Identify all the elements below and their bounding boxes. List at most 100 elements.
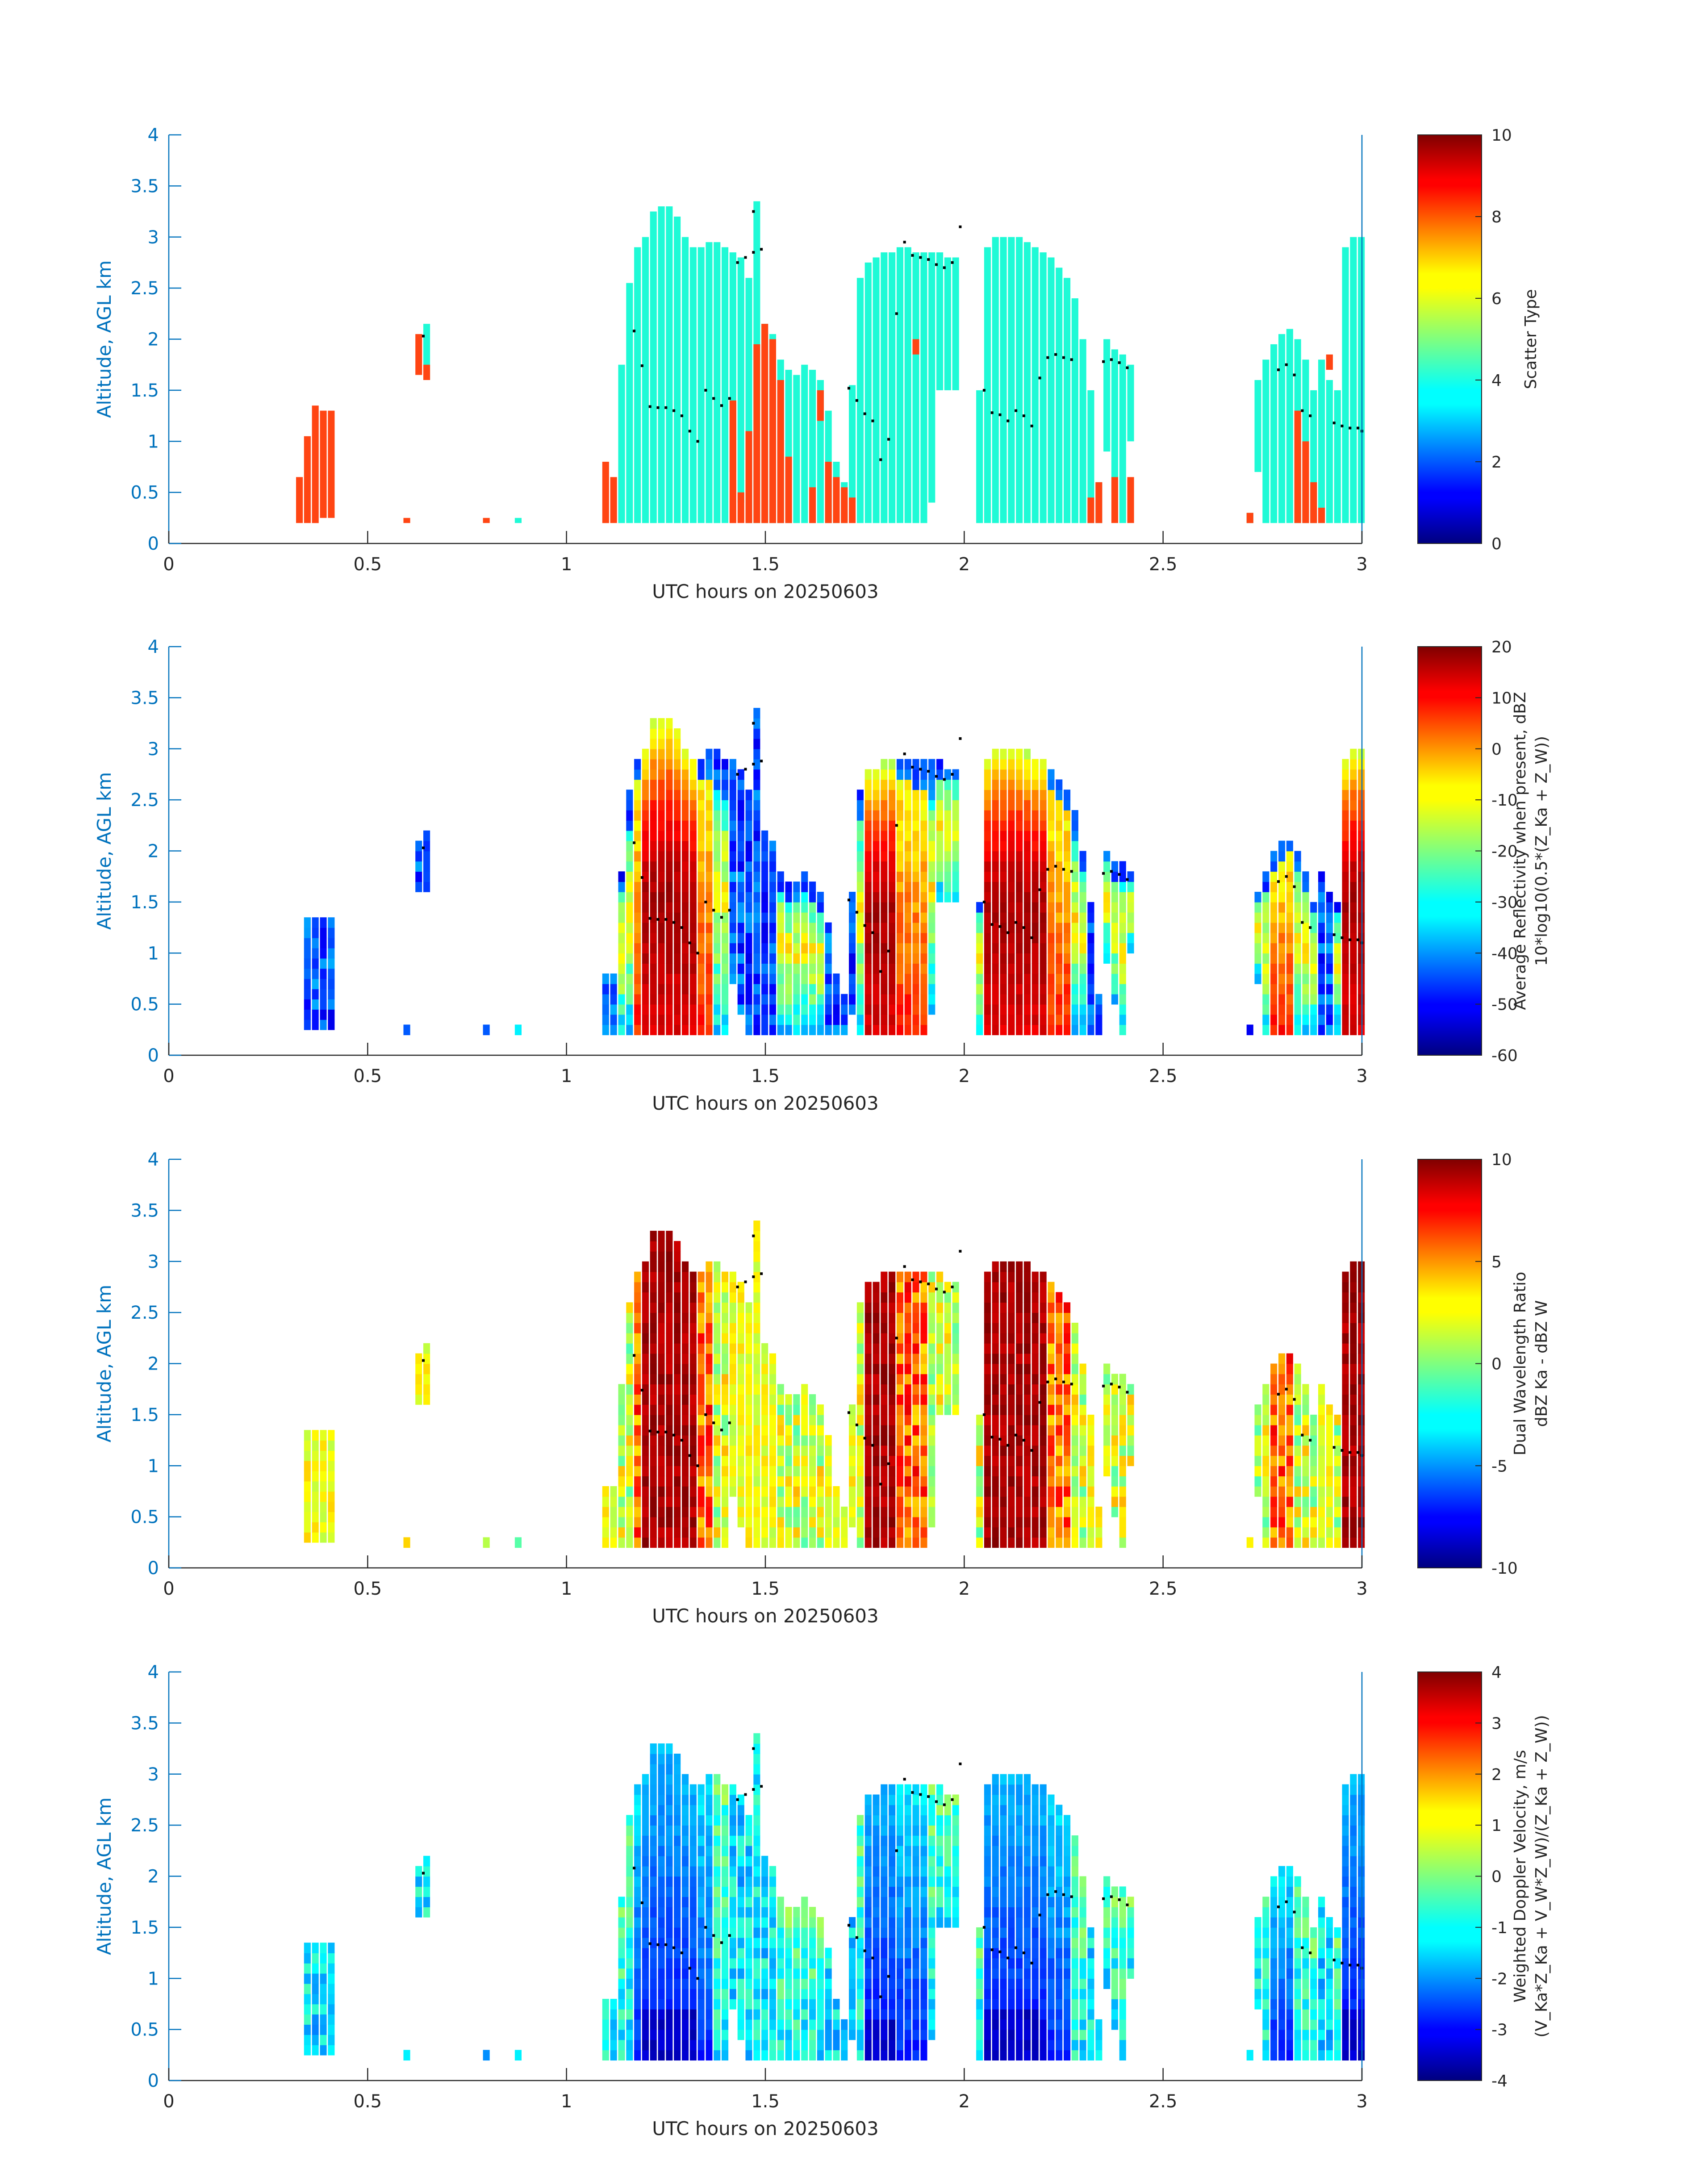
- echo-cell: [1302, 1506, 1309, 1517]
- cloud-top-dot: [1332, 422, 1336, 425]
- echo-cell: [328, 958, 335, 969]
- echo-cell: [1254, 1435, 1261, 1446]
- echo-cell: [1350, 1271, 1357, 1283]
- echo-cell: [689, 1968, 697, 1979]
- echo-cell: [864, 1292, 872, 1303]
- echo-cell: [1000, 1774, 1007, 1785]
- echo-cell: [642, 1435, 649, 1446]
- echo-cell: [737, 1866, 744, 1877]
- echo-cell: [1000, 1958, 1007, 1969]
- echo-cell: [992, 1374, 999, 1385]
- cloud-top-dot: [648, 1429, 651, 1433]
- echo-cell: [873, 790, 880, 800]
- echo-cell: [1064, 800, 1071, 811]
- echo-cell: [697, 1292, 705, 1303]
- echo-cell: [642, 2039, 649, 2051]
- echo-cell: [873, 1282, 880, 1293]
- echo-cell: [682, 2029, 689, 2040]
- echo-cell: [674, 1455, 681, 1467]
- echo-cell: [312, 1430, 319, 1441]
- echo-cell: [642, 1876, 649, 1887]
- echo-cell: [1262, 1404, 1270, 1415]
- echo-cell: [729, 840, 736, 852]
- echo-cell: [1334, 912, 1341, 923]
- echo-cell: [920, 1333, 927, 1344]
- echo-cell: [936, 851, 944, 862]
- echo-cell: [618, 1897, 625, 1907]
- echo-cell: [626, 810, 633, 821]
- echo-cell: [1016, 1394, 1023, 1405]
- echo-cell: [602, 1537, 609, 1548]
- echo-cell: [304, 1440, 311, 1451]
- colorbar-tick-label: 10: [1491, 126, 1512, 145]
- echo-cell: [992, 748, 999, 760]
- echo-cell: [849, 953, 856, 964]
- echo-cell: [769, 932, 776, 944]
- echo-cell: [634, 1825, 641, 1836]
- echo-cell: [904, 769, 911, 780]
- echo-cell: [753, 800, 760, 811]
- echo-cell: [666, 738, 673, 749]
- echo-cell: [912, 2009, 919, 2020]
- echo-cell: [634, 1384, 641, 1395]
- echo-cell: [992, 790, 999, 800]
- echo-cell: [714, 1958, 721, 1969]
- echo-cell: [642, 1927, 649, 1938]
- echo-cell: [1008, 1302, 1015, 1313]
- echo-cell: [1111, 861, 1118, 872]
- echo-cell: [896, 1384, 903, 1395]
- echo-cell: [1302, 983, 1309, 994]
- echo-cell: [849, 1414, 856, 1425]
- echo-cell: [658, 1989, 665, 1999]
- echo-cell: [1095, 1527, 1102, 1538]
- echo-cell: [753, 932, 760, 944]
- echo-cell: [737, 1445, 744, 1456]
- echo-cell: [626, 1907, 633, 1918]
- echo-cell: [889, 1845, 896, 1856]
- cloud-top-dot: [982, 1413, 986, 1416]
- echo-cell: [745, 1312, 752, 1323]
- echo-cell: [1318, 932, 1325, 944]
- echo-cell: [1334, 1414, 1341, 1425]
- echo-cell: [761, 1343, 768, 1354]
- echo-cell: [697, 830, 705, 841]
- echo-cell: [904, 1004, 911, 1015]
- echo-cell: [706, 748, 713, 760]
- y-tick-label: 0: [148, 1558, 159, 1579]
- echo-cell: [674, 1937, 681, 1948]
- echo-cell: [722, 1999, 729, 2010]
- echo-cell: [697, 2029, 705, 2040]
- echo-cell: [650, 1333, 657, 1344]
- echo-cell: [761, 892, 768, 903]
- echo-cell: [1000, 800, 1007, 811]
- echo-cell: [634, 922, 641, 933]
- echo-cell: [904, 1404, 911, 1415]
- echo-cell: [896, 1866, 903, 1877]
- echo-cell: [1056, 1506, 1063, 1517]
- echo-cell: [312, 989, 319, 999]
- echo-cell: [666, 1455, 673, 1467]
- echo-cell: [706, 983, 713, 994]
- echo-cell: [928, 1835, 935, 1846]
- echo-cell: [626, 1343, 633, 1354]
- colorbar-label: Scatter Type: [1522, 289, 1540, 389]
- echo-cell: [666, 1897, 673, 1907]
- echo-cell: [1087, 1445, 1094, 1456]
- echo-cell: [1031, 1343, 1039, 1354]
- echo-cell: [682, 1835, 689, 1846]
- echo-cell: [1008, 922, 1015, 933]
- echo-cell: [1008, 1425, 1015, 1436]
- echo-cell: [928, 1282, 935, 1293]
- echo-cell: [602, 1014, 609, 1025]
- echo-cell: [1040, 1435, 1047, 1446]
- echo-cell: [1111, 1476, 1118, 1487]
- echo-cell: [674, 1363, 681, 1375]
- echo-cell: [415, 1384, 422, 1395]
- echo-cell: [602, 462, 609, 523]
- echo-cell: [737, 1937, 744, 1948]
- echo-cell: [889, 1455, 896, 1467]
- echo-cell: [1350, 1024, 1357, 1036]
- echo-cell: [920, 963, 927, 974]
- echo-cell: [689, 1866, 697, 1877]
- echo-cell: [729, 1455, 736, 1467]
